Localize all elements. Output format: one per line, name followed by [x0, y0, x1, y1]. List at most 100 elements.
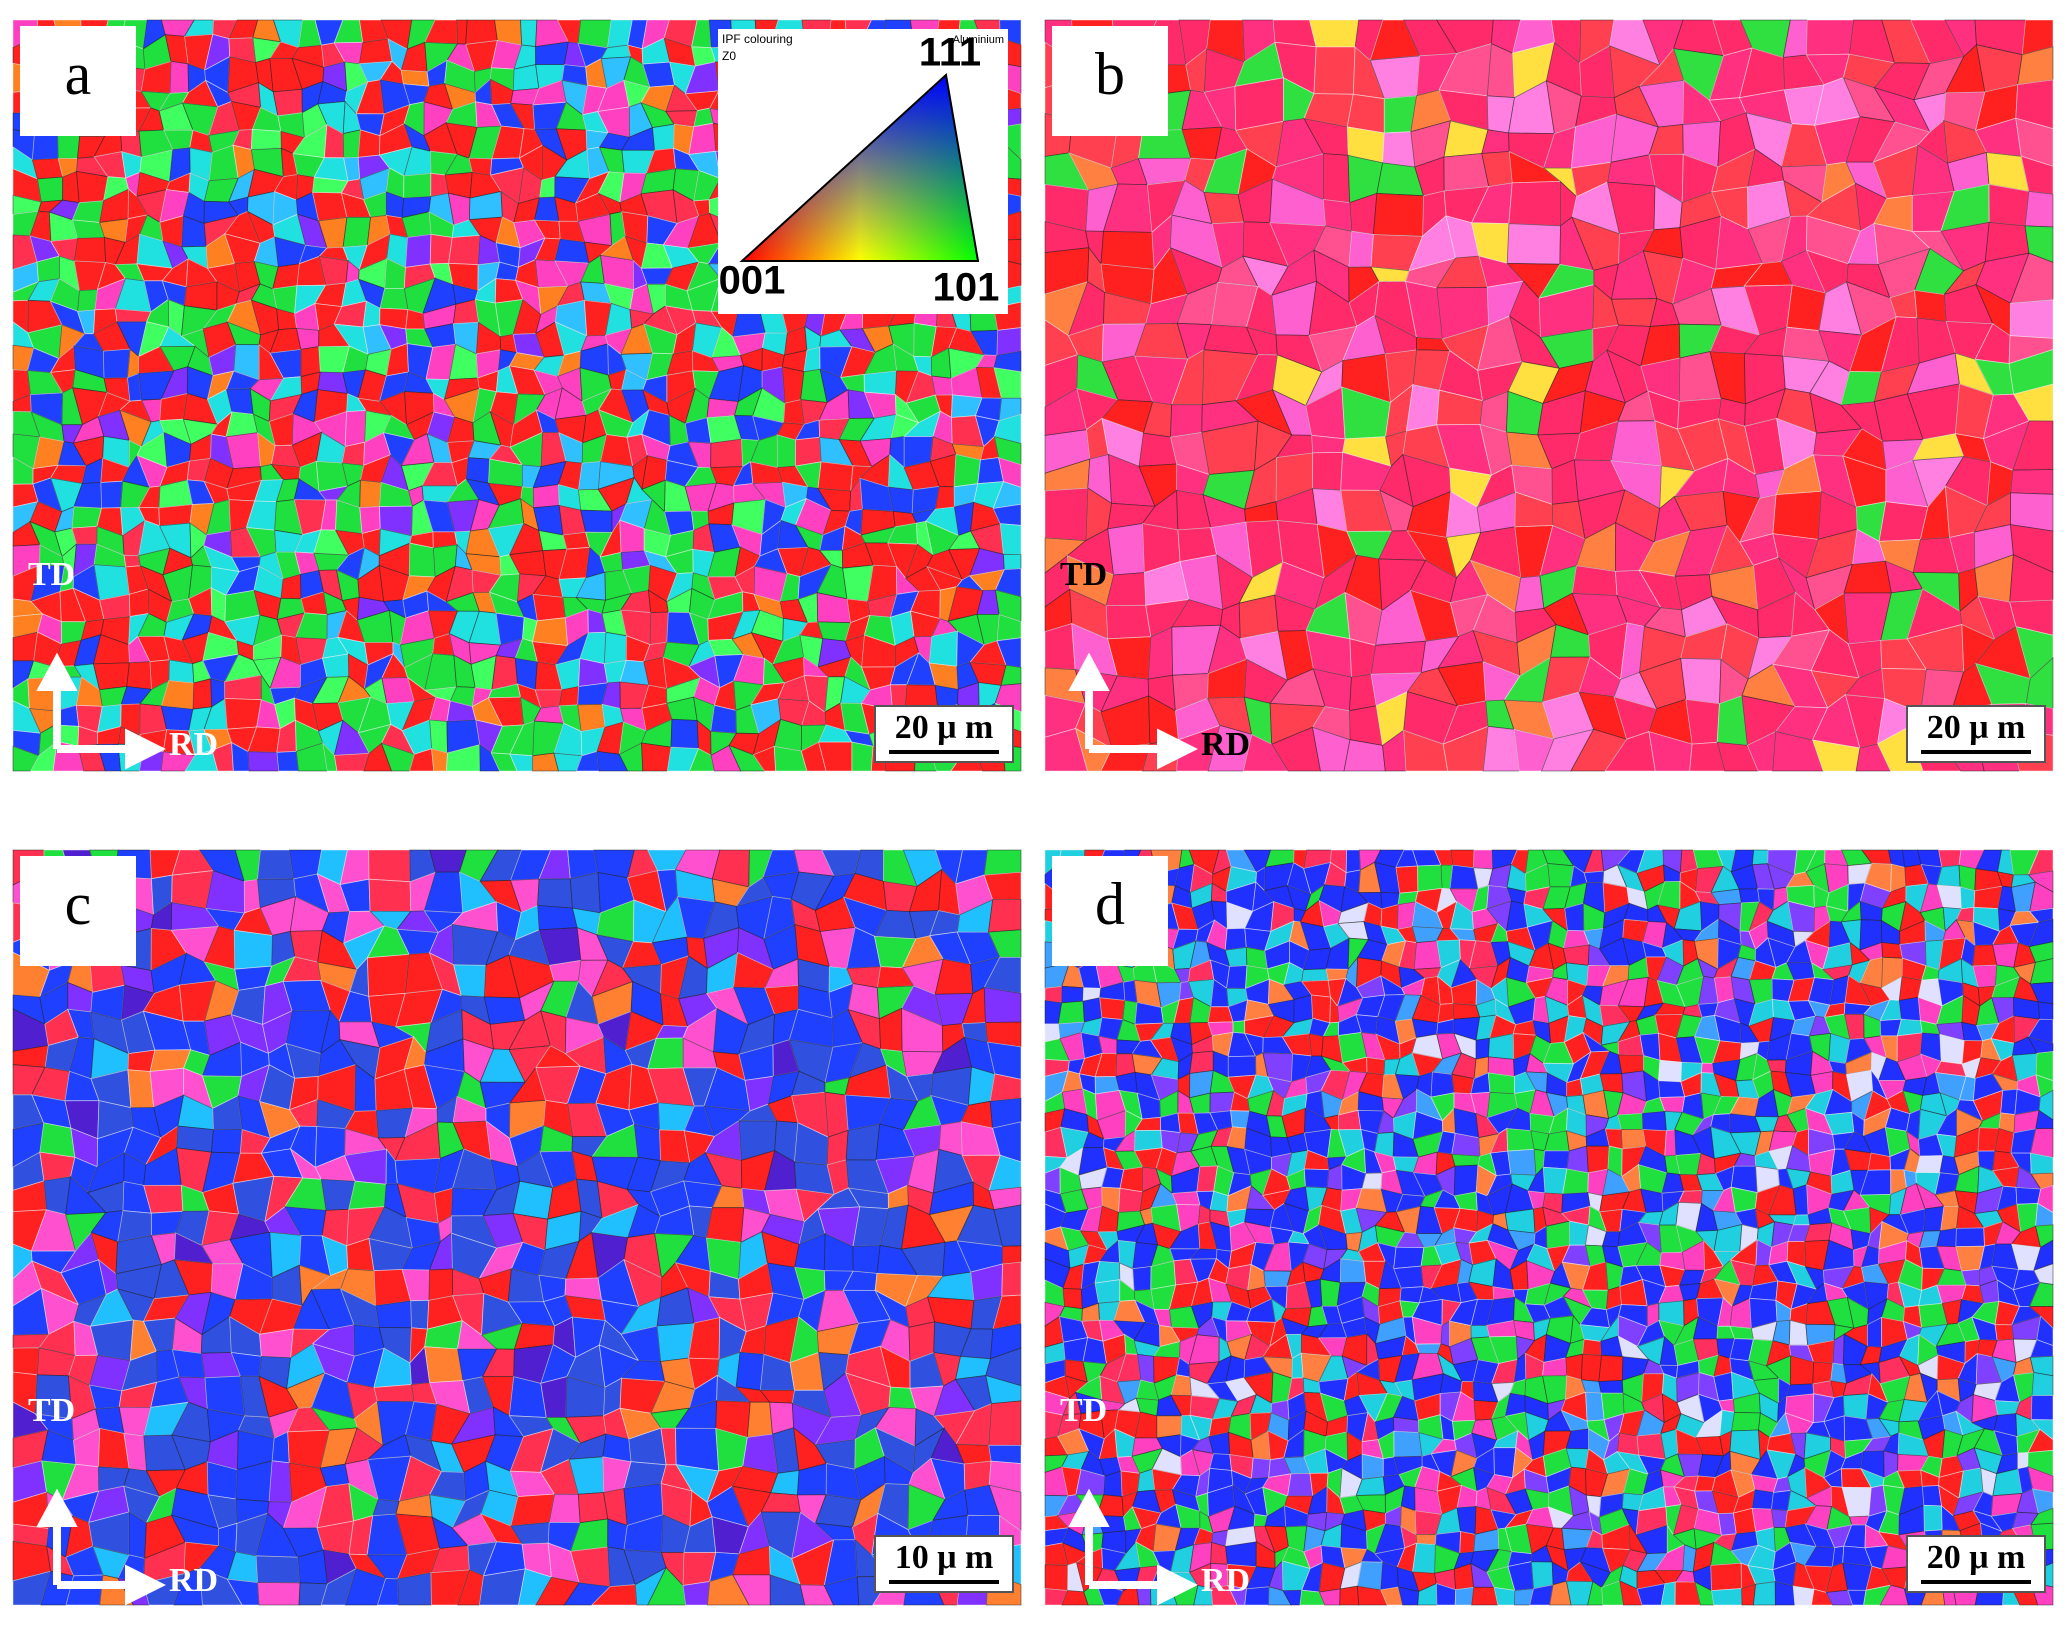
- grain: [1611, 421, 1662, 466]
- grain: [1960, 887, 1975, 909]
- grain: [251, 129, 281, 149]
- grain: [1916, 1156, 1943, 1173]
- grain: [466, 20, 498, 44]
- grain: [1642, 1111, 1666, 1130]
- grain: [1454, 1165, 1478, 1196]
- grain: [1003, 1246, 1022, 1264]
- grain: [1157, 1416, 1182, 1438]
- grain: [653, 124, 675, 150]
- grain: [184, 282, 217, 310]
- grain: [1806, 20, 1853, 55]
- grain: [334, 753, 369, 771]
- grain: [989, 900, 1022, 933]
- grain: [1045, 624, 1075, 670]
- grain: [1371, 641, 1426, 674]
- grain: [72, 526, 97, 544]
- grain: [374, 1385, 414, 1402]
- grain: [1681, 658, 1721, 703]
- grain: [1581, 1354, 1601, 1381]
- grain: [1565, 903, 1584, 931]
- grain: [1119, 1188, 1143, 1212]
- grain: [1002, 1262, 1021, 1296]
- grain: [818, 462, 853, 491]
- grain: [852, 742, 873, 771]
- grain: [1396, 866, 1418, 893]
- grain: [1101, 231, 1154, 269]
- grain: [1452, 1154, 1480, 1166]
- scale-bar-label: 20 μ m: [1927, 709, 2026, 746]
- grain: [1190, 1051, 1214, 1073]
- grain: [533, 594, 565, 621]
- grain: [1612, 299, 1657, 327]
- grain: [604, 632, 626, 663]
- grain: [1045, 488, 1088, 540]
- grain: [533, 485, 559, 508]
- grain: [513, 65, 539, 91]
- grain: [1474, 850, 1493, 869]
- grain: [549, 1494, 580, 1523]
- grain: [1323, 154, 1350, 203]
- grain: [984, 988, 1021, 1023]
- grain: [1172, 1192, 1200, 1205]
- grain: [343, 217, 371, 247]
- grain: [484, 997, 524, 1025]
- grain: [2038, 1002, 2053, 1020]
- grain: [425, 1347, 463, 1383]
- grain: [559, 687, 578, 706]
- grain: [1418, 865, 1443, 891]
- grain: [169, 660, 194, 683]
- grain: [2016, 1187, 2041, 1204]
- grain: [777, 435, 796, 468]
- grain: [997, 328, 1021, 356]
- grain: [929, 631, 957, 666]
- grain: [94, 663, 130, 690]
- grain: [1899, 997, 1920, 1020]
- grain: [1003, 554, 1021, 569]
- grain: [563, 532, 590, 549]
- grain: [1599, 1355, 1623, 1381]
- grain: [78, 290, 98, 312]
- td-label: TD: [1060, 556, 1107, 593]
- grain: [1793, 1215, 1810, 1225]
- grain: [1752, 850, 1768, 865]
- grain: [1444, 154, 1489, 191]
- grain: [1381, 905, 1398, 930]
- grain: [1956, 1228, 1985, 1247]
- grain: [984, 850, 1021, 875]
- grain: [1617, 1113, 1643, 1129]
- grain: [578, 1493, 608, 1523]
- grain: [1373, 193, 1423, 236]
- grain: [1000, 524, 1021, 555]
- grain: [1773, 491, 1821, 539]
- grain: [1251, 1458, 1270, 1479]
- grain: [1508, 1149, 1536, 1175]
- grain: [578, 20, 611, 48]
- grain: [538, 906, 578, 930]
- grain: [1732, 1412, 1761, 1431]
- grain: [74, 238, 105, 263]
- grain: [706, 1208, 744, 1243]
- grain: [1488, 1034, 1513, 1060]
- grain: [103, 349, 130, 378]
- grain: [1584, 871, 1604, 883]
- grain: [1314, 47, 1355, 94]
- grain: [1494, 1448, 1516, 1478]
- grain: [1505, 1209, 1535, 1233]
- grain: [1507, 1129, 1534, 1152]
- grain: [1452, 1133, 1480, 1156]
- grain: [170, 61, 189, 93]
- grain: [511, 1494, 555, 1526]
- grain: [581, 510, 612, 532]
- grain: [1658, 1081, 1684, 1098]
- grain: [1045, 986, 1062, 1003]
- grain: [269, 1461, 292, 1502]
- grain: [1349, 231, 1374, 267]
- grain: [1210, 1454, 1232, 1471]
- grain: [367, 954, 409, 996]
- grain: [1789, 1320, 1807, 1345]
- grain: [1312, 435, 1346, 453]
- grain: [1989, 184, 2029, 226]
- grain: [932, 376, 953, 395]
- grain: [101, 481, 123, 508]
